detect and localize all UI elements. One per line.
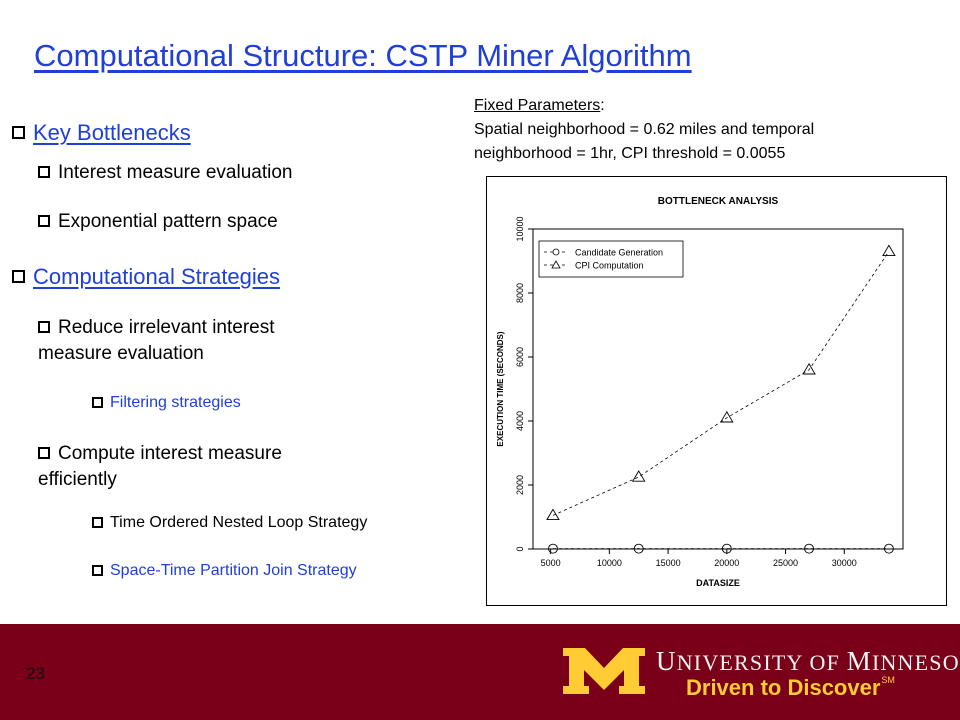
checkbox-bullet-icon — [38, 166, 50, 178]
key-bottlenecks-link[interactable]: Key Bottlenecks — [33, 120, 191, 145]
checkbox-bullet-icon — [92, 565, 103, 576]
bullet-space-time: Space-Time Partition Join Strategy — [92, 560, 357, 582]
checkbox-bullet-icon — [12, 126, 25, 139]
y-tick-label: 0 — [515, 546, 525, 551]
bottleneck-chart: BOTTLENECK ANALYSIS 5000 10000 15000 20000 25… — [486, 176, 947, 606]
checkbox-bullet-icon — [92, 397, 103, 408]
x-tick-label: 5000 — [541, 558, 561, 568]
checkbox-bullet-icon — [92, 517, 103, 528]
params-colon: : — [600, 97, 605, 114]
data-point-candidate-generation — [721, 543, 732, 554]
bullet-text: Exponential pattern space — [58, 211, 278, 232]
legend-marker-cpi-computation — [551, 260, 561, 269]
params-heading: Fixed Parameters — [474, 97, 601, 114]
data-point-candidate-generation — [633, 543, 644, 554]
bullet-filtering: Filtering strategies — [92, 392, 241, 414]
fixed-parameters: Fixed Parameters: Spatial neighborhood =… — [474, 94, 814, 166]
computational-strategies-link[interactable]: Computational Strategies — [33, 264, 281, 289]
chart-title: BOTTLENECK ANALYSIS — [658, 196, 779, 207]
data-point-cpi-computation — [720, 410, 734, 423]
slide-title[interactable]: Computational Structure: CSTP Miner Algo… — [34, 38, 692, 73]
y-axis-label: EXECUTION TIME (SECONDS) — [496, 331, 505, 446]
bullet-reduce-continued: measure evaluation — [38, 343, 204, 364]
plot-frame — [532, 228, 904, 550]
data-point-candidate-generation — [548, 543, 558, 554]
bullet-text: Compute interest measure — [58, 443, 282, 464]
checkbox-bullet-icon — [12, 270, 25, 283]
checkbox-bullet-icon — [38, 447, 50, 459]
bullet-computational-strategies: Computational Strategies — [12, 264, 280, 290]
x-tick-label: 25000 — [773, 558, 798, 568]
bullet-key-bottlenecks: Key Bottlenecks — [12, 120, 191, 146]
x-tick-label: 20000 — [714, 558, 739, 568]
data-point-candidate-generation — [883, 543, 894, 554]
block-m-icon — [563, 648, 645, 694]
params-line-2: neighborhood = 1hr, CPI threshold = 0.00… — [474, 145, 786, 162]
params-line-1: Spatial neighborhood = 0.62 miles and te… — [474, 121, 815, 138]
bullet-text: Interest measure evaluation — [58, 162, 293, 183]
y-tick-label: 4000 — [515, 411, 525, 431]
data-point-cpi-computation — [882, 244, 896, 257]
legend-label-candidate-generation: Candidate Generation — [575, 248, 663, 258]
x-tick-label: 15000 — [656, 558, 681, 568]
y-tick-label: 2000 — [515, 475, 525, 495]
data-point-candidate-generation — [804, 543, 814, 554]
x-axis-label: DATASIZE — [696, 578, 740, 588]
legend-label-cpi-computation: CPI Computation — [575, 261, 644, 271]
bullet-text: Reduce irrelevant interest — [58, 317, 275, 338]
data-point-cpi-computation — [546, 508, 560, 521]
y-tick-label: 10000 — [515, 216, 525, 241]
checkbox-bullet-icon — [38, 215, 50, 227]
footer-bar — [0, 624, 960, 720]
series-line-cpi-computation — [552, 251, 890, 516]
bullet-time-ordered: Time Ordered Nested Loop Strategy — [92, 512, 367, 534]
page-number: 23 — [26, 664, 45, 683]
y-tick-label: 6000 — [515, 347, 525, 367]
filtering-link[interactable]: Filtering strategies — [110, 394, 241, 411]
x-tick-label: 30000 — [832, 558, 857, 568]
university-tagline: Driven to DiscoverSM — [686, 675, 895, 700]
legend-marker-candidate-generation — [552, 248, 560, 256]
y-tick-label: 8000 — [515, 283, 525, 303]
legend-box — [538, 240, 684, 278]
bullet-compute-continued: efficiently — [38, 469, 117, 490]
bullet-pattern-space: Exponential pattern space — [38, 209, 278, 234]
data-point-cpi-computation — [802, 362, 816, 375]
space-time-link[interactable]: Space-Time Partition Join Strategy — [110, 562, 357, 579]
bullet-text: Time Ordered Nested Loop Strategy — [110, 514, 368, 531]
x-tick-label: 10000 — [597, 558, 622, 568]
bullet-interest-measure: Interest measure evaluation — [38, 160, 292, 185]
university-name: UNIVERSITY OF MINNESOTA — [656, 646, 960, 676]
data-point-cpi-computation — [631, 470, 646, 482]
bullet-reduce: Reduce irrelevant interest — [38, 315, 275, 340]
checkbox-bullet-icon — [38, 321, 50, 333]
bullet-compute: Compute interest measure — [38, 441, 282, 466]
